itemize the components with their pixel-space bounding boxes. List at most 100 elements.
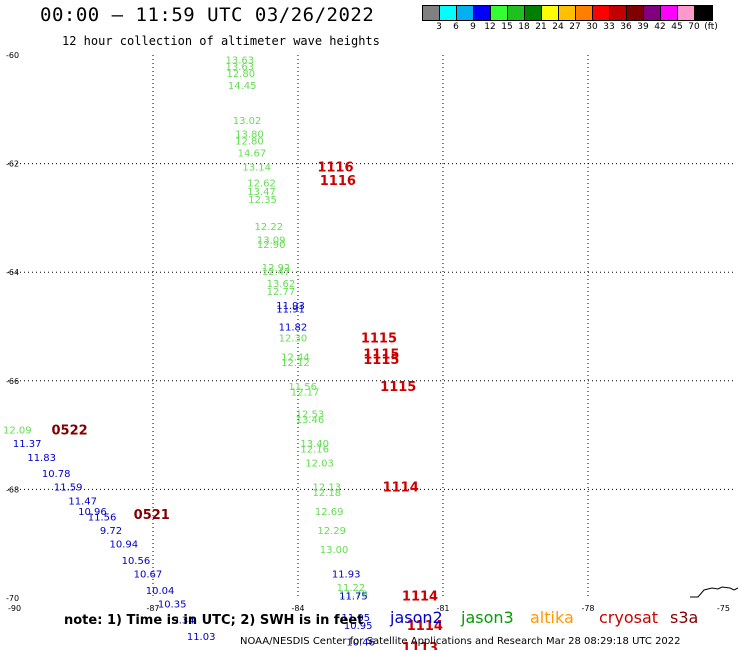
- color-swatch: [695, 6, 712, 20]
- wave-height-point-jason3: 12.35: [248, 195, 277, 206]
- color-swatch: [678, 6, 695, 20]
- wave-height-point-jason3: 11.22: [337, 583, 366, 594]
- wave-height-point-jason3: 13.00: [320, 545, 349, 556]
- wave-height-point-jason2: 10.94: [110, 540, 139, 551]
- wave-height-point-jason2: 11.82: [279, 323, 308, 334]
- color-scale-tick-label: 42: [654, 22, 666, 32]
- color-scale-tick-label: (ft): [704, 22, 718, 32]
- wave-height-point-jason2: 11.47: [68, 496, 97, 507]
- wave-height-point-jason3: 13.09: [257, 236, 286, 247]
- wave-height-point-jason2: 11.91: [276, 305, 305, 316]
- pass-time-label: 1115: [363, 353, 399, 368]
- wave-height-point-jason2: 11.03: [187, 632, 216, 643]
- color-scale-tick-label: 9: [470, 22, 476, 32]
- pass-time-label: 1115: [380, 380, 416, 395]
- wave-height-point-jason2: 10.04: [146, 586, 175, 597]
- wave-height-point-jason2: 10.56: [122, 556, 151, 567]
- color-scale-tick-label: 15: [501, 22, 513, 32]
- wave-height-point-jason2: 10.95: [344, 621, 373, 632]
- color-swatch: [457, 6, 474, 20]
- color-scale-tick-label: 33: [603, 22, 615, 32]
- wave-height-point-jason3: 12.53: [296, 409, 325, 420]
- wave-height-point-jason3: 12.18: [313, 488, 342, 499]
- wave-height-point-jason3: 12.90: [257, 240, 286, 251]
- color-swatch: [627, 6, 644, 20]
- x-tick-label: -78: [581, 604, 594, 613]
- wave-height-point-jason3: 12.69: [315, 507, 344, 518]
- color-swatch: [474, 6, 491, 20]
- wave-height-point-jason3: 11.70: [339, 590, 368, 601]
- y-tick-label: -64: [6, 268, 19, 277]
- x-tick-label: -75: [717, 604, 730, 613]
- color-scale-labels: 3 6 9 12 15 18 21 24 27 30 33 36 39 42 45 70 (ft): [422, 22, 740, 34]
- wave-height-point-jason2: 10.96: [78, 507, 107, 518]
- wave-height-point-jason3: 12.09: [3, 426, 32, 437]
- pass-time-label: 1114: [383, 481, 419, 496]
- wave-height-point-jason2: 10.46: [346, 637, 375, 648]
- y-tick-label: -66: [6, 377, 19, 386]
- color-swatch: [559, 6, 576, 20]
- color-swatch: [661, 6, 678, 20]
- wave-height-point-jason3: 12.03: [305, 458, 334, 469]
- pass-time-label: 1116: [317, 160, 353, 175]
- color-swatch: [491, 6, 508, 20]
- x-tick-label: -84: [291, 604, 304, 613]
- chart-footer: NOAA/NESDIS Center for Satellite Applica…: [240, 636, 681, 647]
- color-scale-tick-label: 12: [484, 22, 496, 32]
- color-swatch: [644, 6, 661, 20]
- pass-time-label: 1115: [361, 331, 397, 346]
- wave-height-point-jason3: 12.13: [313, 483, 342, 494]
- wave-height-point-jason2: 11.93: [332, 570, 361, 581]
- wave-height-point-jason3: 12.17: [291, 388, 320, 399]
- x-tick-label: -90: [8, 604, 21, 613]
- color-scale-tick-label: 3: [436, 22, 442, 32]
- wave-height-point-jason3: 12.80: [235, 136, 264, 147]
- wave-height-point-jason3: 11.56: [288, 382, 317, 393]
- pass-time-label: 0522: [52, 424, 88, 439]
- wave-height-point-jason3: 12.12: [281, 358, 310, 369]
- color-scale-tick-label: 36: [620, 22, 632, 32]
- color-scale-tick-label: 24: [552, 22, 564, 32]
- color-scale-tick-label: 45: [671, 22, 683, 32]
- pass-time-label: 0521: [134, 508, 170, 523]
- wave-height-point-jason3: 12.44: [281, 352, 310, 363]
- wave-height-point-jason3: 14.45: [228, 81, 257, 92]
- coastline: [690, 586, 739, 598]
- wave-height-point-jason3: 12.62: [247, 179, 276, 190]
- wave-height-point-jason3: 13.63: [226, 62, 255, 73]
- legend-item-jason2: jason2: [390, 608, 443, 627]
- wave-height-point-jason3: 12.77: [267, 287, 296, 298]
- color-swatch: [508, 6, 525, 20]
- color-scale-tick-label: 27: [569, 22, 581, 32]
- color-swatch: [423, 6, 440, 20]
- wave-height-point-jason3: 13.63: [226, 55, 255, 66]
- wave-height-point-jason2: 11.05: [342, 613, 371, 624]
- color-swatch: [576, 6, 593, 20]
- wave-height-point-jason2: 10.35: [158, 599, 187, 610]
- legend-item-jason3: jason3: [461, 608, 514, 627]
- color-swatch: [542, 6, 559, 20]
- wave-height-point-jason2: 9.34: [172, 616, 194, 627]
- wave-height-point-jason2: 11.59: [54, 483, 83, 494]
- color-swatch: [610, 6, 627, 20]
- wave-height-point-jason3: 13.02: [233, 116, 262, 127]
- wave-height-point-jason3: 13.14: [242, 162, 271, 173]
- chart-note: note: 1) Time is in UTC; 2) SWH is in fe…: [64, 613, 364, 628]
- wave-height-point-jason2: 11.37: [13, 439, 42, 450]
- y-tick-label: -62: [6, 160, 19, 169]
- color-scale-tick-label: 18: [518, 22, 530, 32]
- pass-time-label: 1116: [320, 174, 356, 189]
- x-tick-label: -81: [436, 604, 449, 613]
- wave-height-point-jason3: 12.16: [300, 445, 329, 456]
- x-tick-label: -87: [146, 604, 159, 613]
- wave-height-point-jason3: 12.80: [226, 69, 255, 80]
- wave-height-point-jason3: 13.62: [267, 279, 296, 290]
- y-tick-label: -68: [6, 485, 19, 494]
- wave-height-point-jason3: 13.47: [247, 187, 276, 198]
- legend-item-cryosat: cryosat: [599, 608, 659, 627]
- wave-height-point-jason3: 12.47: [262, 267, 291, 278]
- wave-height-point-jason3: 12.92: [262, 263, 291, 274]
- wave-height-point-jason2: 11.56: [88, 513, 117, 524]
